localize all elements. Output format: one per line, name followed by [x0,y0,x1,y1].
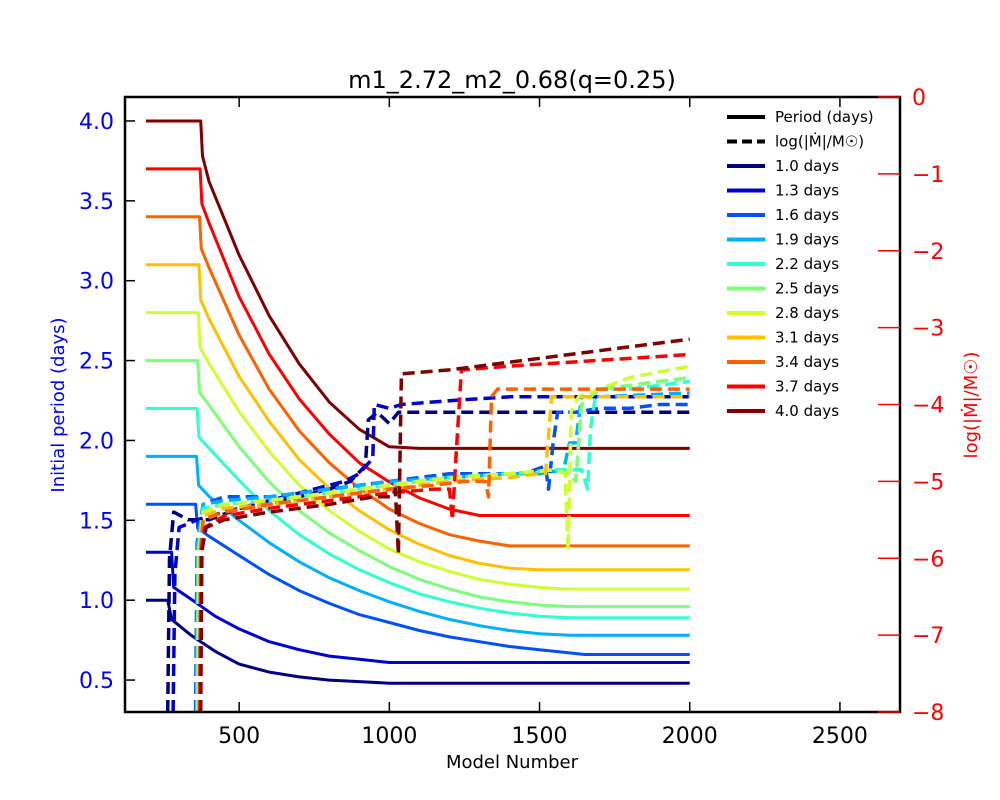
legend-label: 2.8 days [775,304,839,322]
right-y-axis-label: log(|Ṁ|/M☉) [961,352,982,459]
right-y-tick-label: −5 [912,470,944,495]
left-y-tick-label: 1.5 [79,509,114,534]
mdot-line-34 [197,387,690,713]
period-line-37 [146,167,690,517]
legend-label: 4.0 days [775,402,839,420]
right-y-tick-label: −7 [912,624,944,649]
period-line-10 [146,598,690,685]
x-axis-label: Model Number [446,752,579,773]
legend: Period (days) log(|Ṁ|/M☉) 1.0 days 1.3 days… [727,108,874,420]
mdot-line-22 [195,379,690,713]
legend-label: log(|Ṁ|/M☉) [775,132,864,151]
legend-label: 2.5 days [775,280,839,298]
left-y-axis-label: Initial period (days) [48,317,69,492]
left-y-axis: 0.5 1.0 1.5 2.0 2.5 3.0 3.5 4.0 [79,110,135,694]
right-y-tick-label: −8 [912,701,944,726]
legend-label: 1.3 days [775,182,839,200]
left-y-tick-label: 0.5 [79,669,114,694]
plot-lines [146,119,691,713]
legend-label: 1.6 days [775,206,839,224]
legend-label: 3.4 days [775,353,839,371]
left-y-tick-label: 3.5 [79,190,114,215]
right-y-axis: −8 −7 −6 −5 −4 −3 −2 −1 0 [878,86,944,726]
x-tick-label: 2500 [812,724,868,749]
period-line-16 [146,502,690,656]
period-line-19 [146,454,690,637]
period-line-13 [146,550,690,664]
period-line-40 [146,119,690,450]
mdot-line-31 [197,395,690,713]
mdot-line-40 [198,337,690,713]
x-tick-label: 1000 [361,724,417,749]
x-tick-label: 1500 [512,724,568,749]
mdot-line-37 [198,352,690,713]
period-line-22 [146,407,690,620]
legend-label: 1.9 days [775,231,839,249]
period-line-28 [146,311,690,591]
right-y-tick-label: 0 [912,86,926,111]
left-y-tick-label: 2.0 [79,429,114,454]
period-line-34 [146,215,690,548]
right-y-tick-label: −3 [912,317,944,342]
legend-label: Period (days) [775,108,874,126]
left-y-tick-label: 2.5 [79,350,114,375]
right-y-tick-label: −4 [912,394,944,419]
mdot-line-28 [196,364,691,713]
left-y-tick-label: 3.0 [79,270,114,295]
right-y-tick-label: −2 [912,240,944,265]
right-y-tick-label: −1 [912,163,944,188]
right-y-tick-label: −6 [912,547,944,572]
period-line-25 [146,359,690,609]
legend-label: 3.1 days [775,329,839,347]
left-y-tick-label: 4.0 [79,110,114,135]
x-tick-label: 500 [218,724,260,749]
chart-title: m1_2.72_m2_0.68(q=0.25) [348,66,676,94]
legend-label: 3.7 days [775,378,839,396]
x-axis: 500 1000 1500 2000 2500 [218,97,868,749]
x-tick-label: 2000 [662,724,718,749]
legend-label: 2.2 days [775,255,839,273]
mdot-line-13 [171,395,690,713]
left-y-tick-label: 1.0 [79,589,114,614]
legend-label: 1.0 days [775,157,839,175]
